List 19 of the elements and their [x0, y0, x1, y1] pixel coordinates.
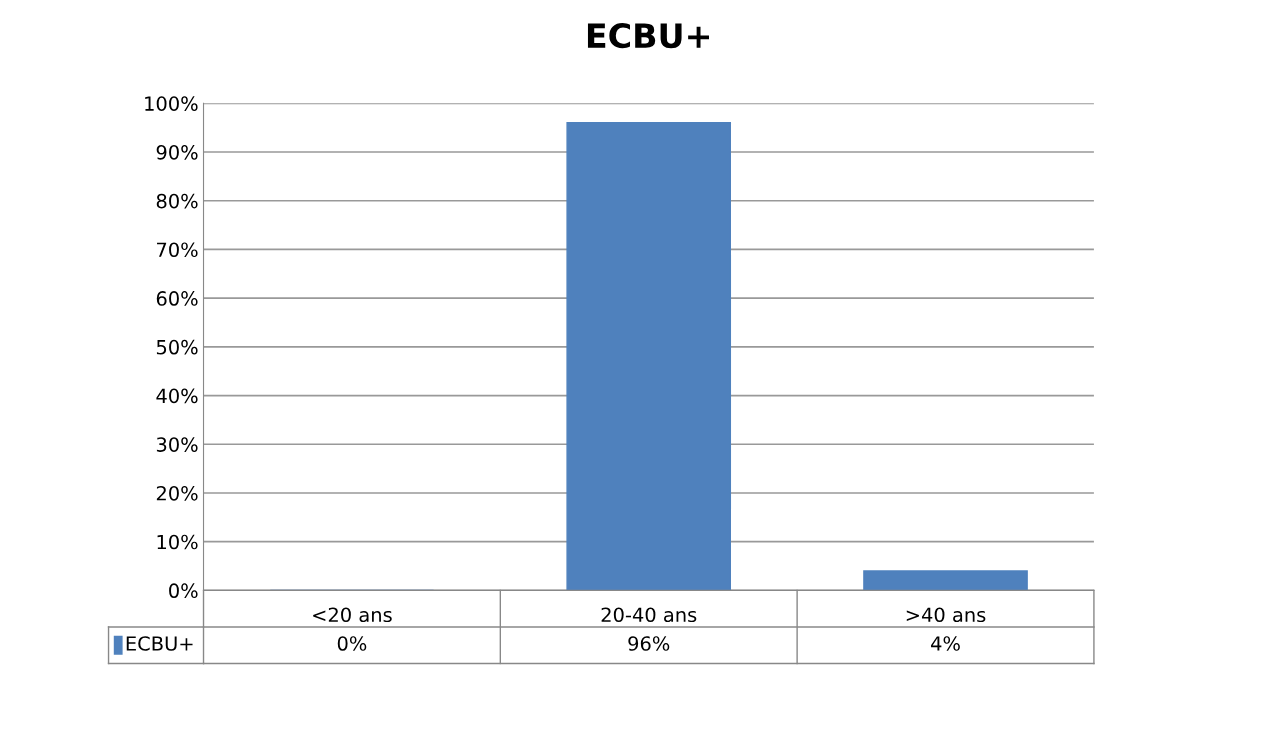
x-tick-label: >40 ans	[906, 607, 986, 623]
y-tick-label: 100%	[145, 96, 198, 111]
y-tick-label: 50%	[156, 339, 198, 355]
y-tick-label: 20%	[156, 485, 198, 501]
y-tick-label: 10%	[157, 534, 198, 550]
y-tick-label: 80%	[156, 193, 198, 209]
y-tick-label: 70%	[157, 242, 198, 258]
data-label: 96%	[628, 636, 670, 651]
chart-title: ECBU+	[587, 23, 709, 49]
legend-label: ECBU+	[126, 636, 193, 651]
x-tick-label: 20-40 ans	[601, 607, 697, 623]
y-tick-label: 40%	[156, 388, 198, 404]
y-tick-label: 30%	[156, 437, 198, 452]
y-tick-label: 0%	[169, 583, 198, 599]
y-tick-label: 90%	[156, 144, 198, 160]
data-label: 4%	[931, 636, 960, 651]
y-tick-label: 60%	[156, 291, 198, 306]
x-tick-label: <20 ans	[313, 607, 392, 623]
data-label: 0%	[337, 636, 367, 651]
